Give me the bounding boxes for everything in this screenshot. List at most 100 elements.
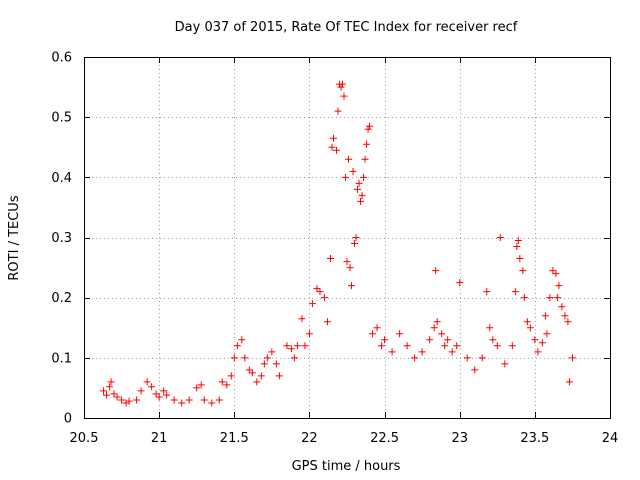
data-point	[308, 300, 316, 308]
data-point	[340, 92, 348, 100]
data-point	[369, 330, 377, 338]
data-point	[403, 342, 411, 350]
data-point	[227, 372, 235, 380]
data-point	[364, 125, 372, 133]
data-point	[519, 267, 527, 275]
data-point	[381, 336, 389, 344]
x-tick-label: 23	[451, 431, 468, 446]
data-point	[178, 399, 186, 407]
data-point	[137, 387, 145, 395]
y-tick-label: 0.2	[51, 291, 72, 306]
data-point	[418, 348, 426, 356]
data-point	[388, 348, 396, 356]
data-point	[378, 342, 386, 350]
data-point	[523, 318, 531, 326]
data-point	[320, 294, 328, 302]
data-point	[272, 360, 280, 368]
data-point	[349, 167, 357, 175]
x-tick-labels: 20.5 21 21.5 22 22.5 23 23.5 24	[70, 431, 619, 446]
y-tick-label: 0.1	[51, 351, 72, 366]
data-point	[223, 381, 231, 389]
data-point	[125, 397, 133, 405]
axis-ticks	[84, 57, 611, 419]
data-point	[513, 243, 521, 251]
data-point	[290, 354, 298, 362]
data-point	[238, 336, 246, 344]
data-point	[471, 366, 479, 374]
data-point	[106, 383, 114, 391]
data-point	[283, 342, 291, 350]
data-point	[253, 378, 261, 386]
data-point	[200, 396, 208, 404]
data-point	[326, 255, 334, 263]
data-point	[103, 391, 111, 399]
data-point	[516, 255, 524, 263]
data-point	[352, 234, 360, 241]
data-point	[287, 345, 295, 353]
data-point	[334, 107, 342, 115]
data-point	[496, 234, 504, 241]
data-point	[133, 396, 141, 404]
data-point	[257, 372, 265, 380]
data-point	[558, 303, 566, 311]
data-point	[197, 381, 205, 389]
data-point	[549, 267, 557, 275]
data-point	[426, 336, 434, 344]
data-point	[489, 336, 497, 344]
data-point	[338, 80, 346, 88]
x-tick-label: 22	[301, 431, 318, 446]
data-point	[346, 264, 354, 272]
data-point	[448, 348, 456, 356]
data-point	[260, 360, 268, 368]
plot-frame	[84, 57, 611, 419]
data-point	[511, 288, 519, 296]
data-point	[357, 197, 365, 205]
x-tick-label: 23.5	[520, 431, 549, 446]
data-point	[538, 339, 546, 347]
data-point	[248, 369, 256, 377]
data-point	[430, 324, 438, 332]
data-point	[241, 354, 249, 362]
data-point	[215, 396, 223, 404]
data-point	[552, 270, 560, 278]
data-point	[185, 396, 193, 404]
y-axis-label: ROTI / TECUs	[7, 195, 22, 280]
data-point	[483, 288, 491, 296]
data-point	[298, 315, 306, 323]
data-point	[305, 330, 313, 338]
data-point	[113, 393, 121, 401]
x-tick-label: 21.5	[220, 431, 249, 446]
data-point	[366, 122, 374, 130]
data-point	[565, 378, 573, 386]
data-point	[360, 173, 368, 181]
chart-title: Day 037 of 2015, Rate Of TEC Index for r…	[175, 20, 518, 35]
data-point	[337, 83, 345, 91]
data-point	[453, 342, 461, 350]
data-point	[456, 279, 464, 287]
x-tick-label: 21	[151, 431, 168, 446]
data-point	[316, 288, 324, 296]
data-point	[534, 348, 542, 356]
data-point	[351, 240, 359, 248]
data-point	[463, 354, 471, 362]
data-point	[193, 384, 201, 392]
data-point	[148, 383, 156, 391]
data-point	[501, 360, 509, 368]
data-point	[107, 378, 115, 386]
data-point	[411, 354, 419, 362]
data-point	[555, 282, 563, 290]
data-point	[520, 294, 528, 302]
grid-lines	[84, 57, 610, 418]
data-point	[508, 342, 516, 350]
data-point	[323, 318, 331, 326]
data-point	[514, 237, 522, 245]
data-point	[143, 378, 151, 386]
data-point	[110, 390, 118, 398]
data-point	[564, 318, 572, 326]
data-point	[478, 354, 486, 362]
x-tick-label: 22.5	[370, 431, 399, 446]
data-point	[230, 354, 238, 362]
data-point	[343, 258, 351, 266]
data-point	[531, 336, 539, 344]
